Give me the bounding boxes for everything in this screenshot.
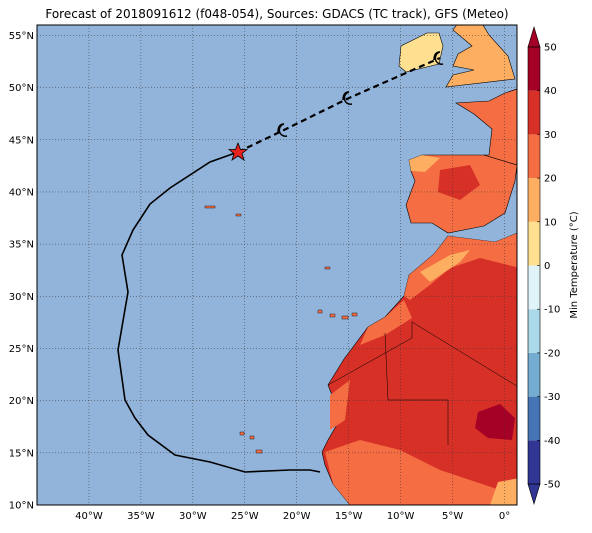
land-patch [475,404,515,440]
lat-tick-label: 15°N [9,448,34,459]
colorbar-extend-top [527,25,541,48]
lat-tick-label: 55°N [9,31,34,42]
lat-tick-label: 30°N [9,292,34,303]
colorbar-extend-bottom [527,483,541,506]
land-patch [490,478,517,505]
colorbar-segment [528,265,540,310]
colorbar-segment [528,221,540,266]
lon-tick-label: 30°W [179,511,207,522]
lon-tick-label: 25°W [231,511,259,522]
lon-tick-label: 5°W [442,511,463,522]
map-frame [36,24,518,506]
lat-tick-label: 35°N [9,240,34,251]
land-patch [360,300,412,345]
france [455,88,517,166]
land-patch [404,233,517,300]
storm-position [227,141,249,161]
past-track [117,151,321,473]
colorbar-tick-label: 50 [544,43,557,54]
lat-tick-label: 40°N [9,187,34,198]
colorbar-tick-label: 40 [544,86,557,97]
lon-tick-label: 35°W [127,511,155,522]
lon-tick-label: 20°W [283,511,311,522]
colorbar-label: Min Temperature (°C) [569,211,580,318]
map-area [37,25,517,505]
colorbar-segment [528,178,540,222]
lon-tick-label: 15°W [335,511,363,522]
storm-symbols [277,51,444,137]
land-patch [330,380,350,430]
colorbar-tick-label: -40 [544,436,560,447]
map-title: Forecast of 2018091612 (f048-054), Sourc… [45,7,508,21]
colorbar-tick-label: -50 [544,480,560,491]
colorbar-tick-label: -30 [544,392,560,403]
colorbar-tick-label: 0 [544,261,550,272]
colorbar-tick-label: 10 [544,217,557,228]
colorbar-tick-label: 30 [544,130,557,141]
colorbar-segment [528,134,540,179]
forecast-track [237,56,441,153]
land-patch [420,250,470,282]
lon-tick-label: 40°W [75,511,103,522]
colorbar-tick-label: -20 [544,348,560,359]
land-patch [325,440,517,505]
colorbar-segment [528,440,540,484]
islands [204,205,358,454]
colorbar-segment [528,90,540,135]
land-patch [409,155,440,172]
lat-tick-label: 50°N [9,83,34,94]
lat-tick-label: 45°N [9,135,34,146]
lat-tick-label: 20°N [9,396,34,407]
borders [327,321,517,445]
colorbar-segment [528,309,540,353]
lat-tick-label: 10°N [9,501,34,512]
colorbar-segment [528,47,540,91]
colorbar-tick-label: -10 [544,305,560,316]
lon-tick-label: 10°W [387,511,415,522]
colorbar-segment [528,352,540,397]
great-britain [445,25,516,88]
colorbar-segment [528,396,540,441]
lon-tick-label: 0° [499,511,510,522]
land-patch [438,165,480,200]
colorbar-tick-label: 20 [544,174,557,185]
lat-tick-label: 25°N [9,344,34,355]
